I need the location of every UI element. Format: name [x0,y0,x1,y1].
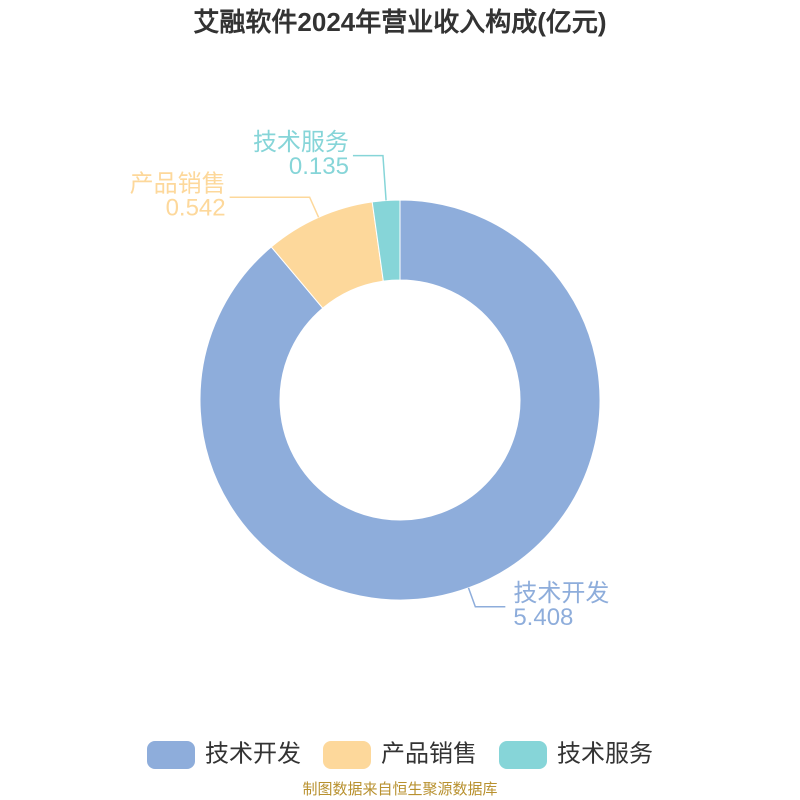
chart-title: 艾融软件2024年营业收入构成(亿元) [193,7,606,37]
legend-label: 技术开发 [205,740,301,767]
legend-label: 产品销售 [381,740,477,767]
source-note: 制图数据来自恒生聚源数据库 [302,781,497,798]
slice-label: 技术服务 [253,129,349,156]
slice-value: 0.542 [166,195,226,222]
leader-line [352,154,387,201]
slice-label: 产品销售 [130,171,226,198]
legend-swatch [147,741,195,769]
legend-swatch [323,741,371,769]
donut-slice [371,199,401,282]
slice-label: 技术开发 [513,580,609,607]
legend-label: 技术服务 [557,740,653,767]
slice-value: 5.408 [513,604,573,631]
legend-swatch [499,741,547,769]
slice-value: 0.135 [289,153,349,180]
leader-line [229,196,320,218]
leader-line [467,587,506,608]
donut-slice [199,199,601,601]
